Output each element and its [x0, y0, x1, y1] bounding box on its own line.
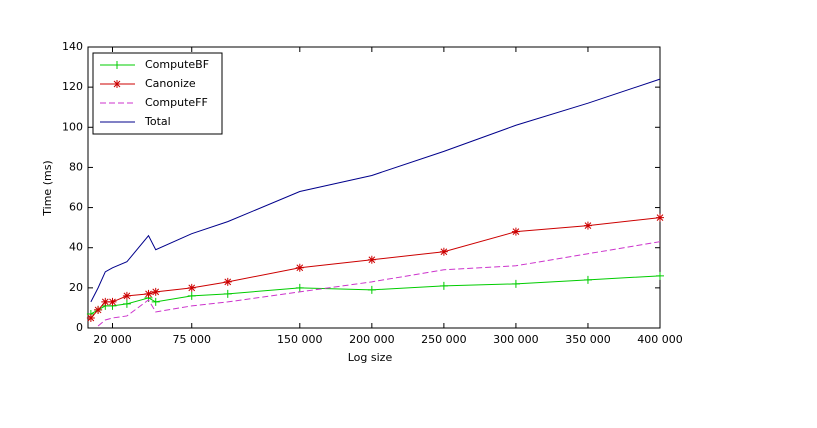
x-tick-label: 250 000 — [421, 333, 467, 346]
y-tick-label: 0 — [76, 321, 83, 334]
marker — [295, 283, 304, 292]
marker — [511, 279, 520, 288]
marker — [151, 297, 160, 306]
marker — [367, 255, 376, 264]
marker — [122, 291, 131, 300]
series-line — [90, 78, 661, 303]
legend-label: ComputeBF — [145, 58, 209, 71]
marker — [656, 213, 664, 222]
marker — [583, 275, 592, 284]
marker — [122, 299, 131, 308]
legend-marker — [113, 80, 121, 88]
marker — [295, 263, 304, 272]
marker — [108, 297, 117, 306]
marker — [94, 305, 103, 314]
y-tick-label: 120 — [62, 80, 83, 93]
legend-label: Canonize — [145, 77, 196, 90]
marker — [511, 227, 520, 236]
y-axis-label: Time (ms) — [41, 160, 54, 216]
marker — [86, 313, 95, 322]
marker — [439, 281, 448, 290]
y-tick-label: 140 — [62, 40, 83, 53]
y-tick-label: 40 — [69, 241, 83, 254]
x-tick-label: 75 000 — [172, 333, 211, 346]
x-tick-label: 300 000 — [493, 333, 539, 346]
x-tick-label: 20 000 — [93, 333, 132, 346]
x-tick-label: 400 000 — [637, 333, 683, 346]
legend-box — [92, 52, 223, 135]
x-tick-label: 150 000 — [277, 333, 323, 346]
x-tick-label: 200 000 — [349, 333, 395, 346]
marker — [101, 297, 110, 306]
marker — [223, 289, 232, 298]
marker — [187, 283, 196, 292]
series-line — [97, 241, 661, 327]
legend-label: ComputeFF — [145, 96, 208, 109]
marker — [656, 271, 664, 280]
x-tick-label: 350 000 — [565, 333, 611, 346]
y-tick-label: 20 — [69, 281, 83, 294]
marker — [439, 247, 448, 256]
marker — [187, 291, 196, 300]
y-tick-label: 80 — [69, 160, 83, 173]
marker — [144, 289, 153, 298]
y-tick-label: 60 — [69, 201, 83, 214]
marker — [223, 277, 232, 286]
legend-label: Total — [144, 115, 171, 128]
y-tick-label: 100 — [62, 120, 83, 133]
marker — [367, 285, 376, 294]
marker — [583, 221, 592, 230]
marker — [151, 287, 160, 296]
legend-marker — [113, 61, 121, 69]
x-axis-label: Log size — [348, 351, 393, 364]
